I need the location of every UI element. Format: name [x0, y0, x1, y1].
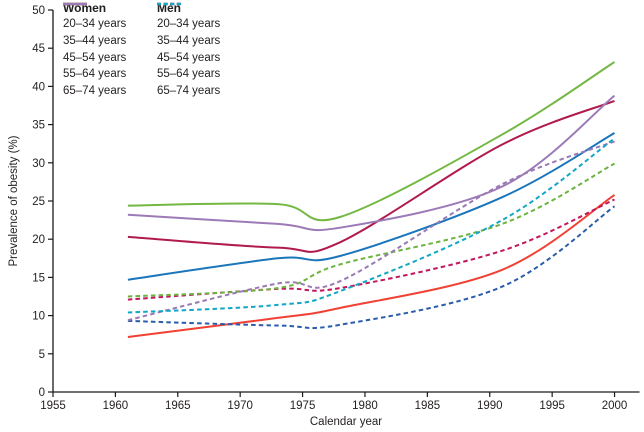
y-tick-label: 45: [32, 43, 45, 55]
axis-ticks: 0 5 10 15 20 25 30 35 40 45 50 1955 1960 1965 1970 1975…: [32, 5, 627, 412]
series-line-women-0: [127, 194, 616, 338]
x-tick-label: 1985: [415, 400, 441, 412]
series-line-men-5: [127, 205, 616, 330]
x-tick-label: 1970: [227, 400, 253, 412]
series-line-men-8: [127, 140, 615, 322]
y-tick-label: 20: [32, 234, 45, 246]
data-series: [127, 61, 616, 338]
y-tick-label: 50: [32, 5, 45, 17]
y-tick-label: 25: [32, 196, 45, 208]
series-line-men-9: [127, 137, 616, 314]
x-tick-label: 1965: [165, 400, 191, 412]
series-line-women-4: [127, 94, 616, 232]
y-tick-label: 5: [39, 349, 45, 361]
series-line-women-3: [127, 61, 616, 222]
y-axis-title: Prevalence of obesity (%): [8, 135, 20, 266]
y-tick-label: 0: [39, 387, 45, 399]
x-tick-label: 1975: [290, 400, 316, 412]
y-tick-label: 15: [32, 272, 45, 284]
x-tick-label: 2000: [602, 400, 628, 412]
x-tick-label: 1990: [477, 400, 503, 412]
x-tick-label: 1995: [539, 400, 565, 412]
y-tick-label: 30: [32, 158, 45, 170]
series-line-men-7: [127, 162, 615, 298]
x-axis-title: Calendar year: [310, 416, 382, 428]
y-tick-label: 35: [32, 120, 45, 132]
series-line-women-2: [127, 99, 615, 253]
x-tick-label: 1960: [103, 400, 129, 412]
y-tick-label: 40: [32, 81, 45, 93]
series-line-women-1: [127, 132, 615, 281]
x-tick-label: 1980: [352, 400, 378, 412]
x-tick-label: 1955: [40, 400, 66, 412]
y-tick-label: 10: [32, 311, 45, 323]
